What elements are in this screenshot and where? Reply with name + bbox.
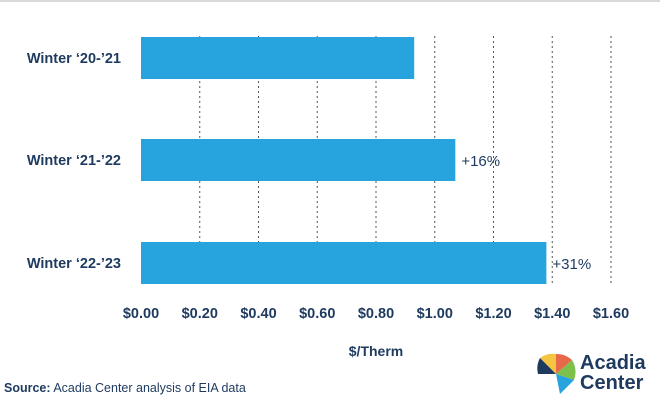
logo-line-2: Center bbox=[580, 373, 646, 393]
x-tick-label: $1.40 bbox=[534, 306, 570, 322]
source-note: Source: Acadia Center analysis of EIA da… bbox=[4, 381, 246, 395]
x-tick-label: $0.20 bbox=[182, 306, 218, 322]
x-tick-label: $1.60 bbox=[593, 306, 629, 322]
x-tick-label: $0.60 bbox=[299, 306, 335, 322]
x-tick-label: $1.00 bbox=[417, 306, 453, 322]
bar bbox=[141, 242, 546, 284]
category-label: Winter ‘22-’23 bbox=[27, 256, 121, 272]
acadia-center-logo: Acadia Center bbox=[536, 352, 656, 396]
logo-wordmark: Acadia Center bbox=[580, 353, 646, 393]
data-label: +16% bbox=[461, 153, 500, 170]
x-axis-title: $/Therm bbox=[349, 343, 403, 359]
category-labels: Winter ‘20-’21 Winter ‘21-’22 Winter ‘22-’… bbox=[27, 51, 121, 272]
bar bbox=[141, 139, 455, 181]
source-text: Acadia Center analysis of EIA data bbox=[51, 381, 246, 395]
bar-chart: Winter ‘20-’21 Winter ‘21-’22 Winter ‘22-’… bbox=[0, 0, 660, 370]
x-tick-label: $0.00 bbox=[123, 306, 159, 322]
x-tick-label: $1.20 bbox=[475, 306, 511, 322]
x-tick-label: $0.80 bbox=[358, 306, 394, 322]
logo-mark-icon bbox=[536, 352, 576, 396]
bar bbox=[141, 37, 414, 79]
category-label: Winter ‘20-’21 bbox=[27, 51, 121, 67]
x-tick-label: $0.40 bbox=[240, 306, 276, 322]
category-label: Winter ‘21-’22 bbox=[27, 153, 121, 169]
data-label: +31% bbox=[552, 256, 591, 273]
source-label: Source: bbox=[4, 381, 51, 395]
logo-line-1: Acadia bbox=[580, 353, 646, 373]
x-tick-labels: $0.00 $0.20 $0.40 $0.60 $0.80 $1.00 $1.20 $1.40… bbox=[123, 306, 629, 322]
